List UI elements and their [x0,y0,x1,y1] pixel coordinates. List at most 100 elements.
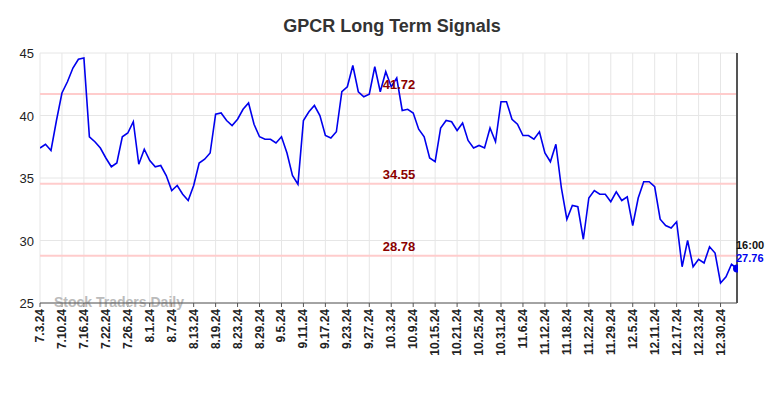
grid-line [237,53,238,303]
x-tick [215,303,216,307]
grid-line [501,53,502,303]
y-tick-label: 35 [20,171,34,186]
x-tick [40,303,41,307]
x-tick [676,303,677,307]
x-tick [479,303,480,307]
grid-line [281,53,282,303]
x-tick [303,303,304,307]
x-tick [698,303,699,307]
x-tick [457,303,458,307]
grid-line [676,53,677,303]
grid-line [105,53,106,303]
x-tick-label: 9.27.24 [362,309,376,349]
x-tick [522,303,523,307]
x-tick-label: 7.16.24 [77,309,91,349]
grid-line [632,53,633,303]
grid-line [544,53,545,303]
x-tick-label: 7.26.24 [121,309,135,349]
last-time: 16:00 [736,239,764,251]
level-label: 34.55 [383,167,416,182]
grid-line [347,53,348,303]
x-tick-label: 8.13.24 [187,309,201,349]
x-tick-label: 12.11.24 [648,309,662,355]
x-tick-label: 10.25.24 [472,309,486,356]
x-tick-label: 10.9.24 [406,309,420,349]
x-tick [720,303,721,307]
x-tick-label: 10.21.24 [450,309,464,356]
plot-area [40,58,738,283]
grid-line [720,53,721,303]
x-tick-label: 12.30.24 [714,309,728,356]
grid-line [435,53,436,303]
y-tick-label: 40 [20,109,34,124]
x-tick [610,303,611,307]
x-tick-label: 8.1.24 [143,309,157,343]
last-point [733,265,738,273]
grid-line [259,53,260,303]
x-tick-label: 7.10.24 [55,309,69,349]
x-tick [193,303,194,307]
x-tick [259,303,260,307]
x-tick-label: 11.22.24 [582,309,596,355]
x-tick-label: 10.3.24 [384,309,398,349]
x-tick-label: 12.23.24 [692,309,706,356]
x-tick-label: 8.23.24 [231,309,245,349]
x-tick [325,303,326,307]
grid-line [457,53,458,303]
x-tick [588,303,589,307]
x-tick [501,303,502,307]
x-tick-label: 7.3.24 [33,309,47,343]
x-tick [566,303,567,307]
level-label: 28.78 [383,239,416,254]
title: GPCR Long Term Signals [283,16,501,36]
x-axis [40,303,737,304]
x-tick [544,303,545,307]
grid-line [40,303,737,304]
x-tick-label: 11.29.24 [604,309,618,355]
x-tick [369,303,370,307]
x-tick-label: 11.18.24 [560,309,574,355]
x-tick-label: 9.5.24 [274,309,288,343]
grid-line [193,53,194,303]
y-tick-label: 45 [20,46,34,61]
x-tick-label: 8.19.24 [209,309,223,349]
x-tick [347,303,348,307]
x-tick-label: 7.22.24 [99,309,113,349]
grid-line [83,53,84,303]
watermark: Stock Traders Daily [54,294,184,310]
last-value: 27.76 [736,252,764,264]
x-tick-label: 10.15.24 [428,309,442,356]
grid-line [698,53,699,303]
x-tick-label: 8.29.24 [253,309,267,349]
grid-line [127,53,128,303]
grid-line [566,53,567,303]
grid-line [654,53,655,303]
y-tick-label: 25 [20,296,34,311]
grid-line [522,53,523,303]
x-tick [632,303,633,307]
grid-line [215,53,216,303]
level-label: 41.72 [383,77,416,92]
x-tick-label: 9.11.24 [296,309,310,349]
level-line [40,183,737,185]
price-line [40,58,737,283]
grid-line [610,53,611,303]
x-tick [654,303,655,307]
grid-line [479,53,480,303]
x-tick-label: 11.6.24 [516,309,530,349]
x-tick [237,303,238,307]
level-line [40,255,737,257]
grid-line [303,53,304,303]
x-tick [435,303,436,307]
level-line [40,93,737,95]
x-tick-label: 10.31.24 [494,309,508,356]
grid-line [149,53,150,303]
grid-line [40,53,41,303]
x-tick-label: 11.12.24 [538,309,552,355]
x-tick-label: 9.23.24 [340,309,354,349]
grid-line [171,53,172,303]
x-tick-label: 8.7.24 [165,309,179,343]
x-tick [281,303,282,307]
chart: GPCR Long Term Signals25303540457.3.247.… [0,0,784,398]
x-tick-label: 9.17.24 [318,309,332,349]
